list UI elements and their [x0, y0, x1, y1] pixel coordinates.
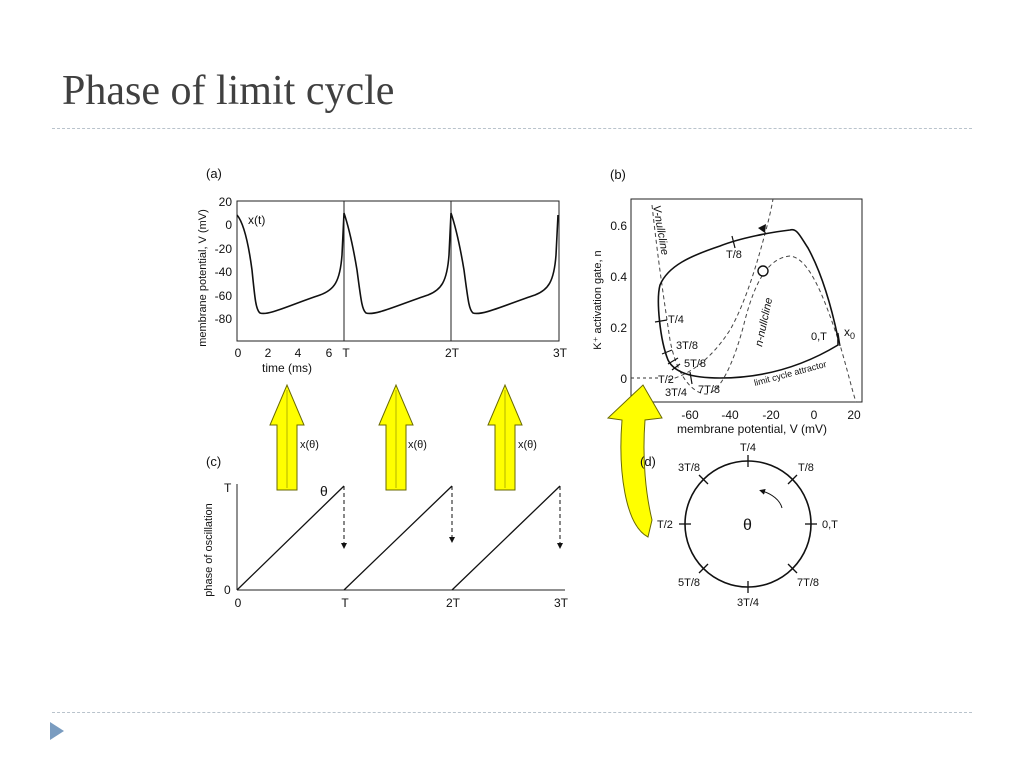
b-marker-3T4: 3T/4	[665, 387, 687, 399]
phase-ramp-1	[236, 485, 345, 591]
n-nullcline-label: n-nullcline	[753, 297, 775, 348]
slide-title: Phase of limit cycle	[62, 68, 395, 114]
yellow-up-arrow: x(θ)	[269, 383, 319, 491]
unstable-fixed-point	[757, 265, 769, 277]
n-nullcline-curve	[667, 198, 774, 381]
d-tick-T2: T/2	[657, 519, 673, 531]
voltage-trace	[236, 212, 559, 315]
a-ytick-0: 0	[225, 218, 232, 232]
d-tick-7T8: 7T/8	[797, 577, 819, 589]
bottom-divider	[52, 712, 972, 713]
c-ylabel: phase of oscillation	[203, 503, 215, 597]
c-xtick-T: T	[341, 596, 349, 610]
panel-d: (d) θ T/4 T/8 0,T 7T/8 3T/4 5T/8 T/2 3T/…	[640, 442, 838, 609]
b-xtick-m60: -60	[681, 408, 699, 422]
b-ytick-0.4: 0.4	[610, 270, 627, 284]
panel-a: (a) x(t) 20 0 -20 -40 -60 -80 0 2 4 6 T …	[197, 166, 568, 375]
c-xtick-0: 0	[235, 596, 242, 610]
d-tick-3T8: 3T/8	[678, 462, 700, 474]
b-marker-T2: T/2	[658, 374, 674, 386]
a-xtick-6: 6	[326, 346, 333, 360]
arrow-label-1: x(θ)	[300, 439, 319, 451]
b-marker-3T8: 3T/8	[676, 340, 698, 352]
panel-a-frame	[236, 200, 560, 342]
yellow-curved-arrow	[606, 384, 663, 538]
phase-direction-arrow	[759, 488, 783, 509]
d-theta: θ	[743, 517, 752, 534]
c-ytick-0: 0	[224, 583, 231, 597]
arrow-label-2: x(θ)	[408, 439, 427, 451]
d-tick-T4: T/4	[740, 442, 756, 454]
a-ytick-20: 20	[219, 195, 233, 209]
cycle-direction-arrow	[758, 224, 766, 233]
a-xtick-4: 4	[295, 346, 302, 360]
b-marker-T4: T/4	[668, 314, 684, 326]
limit-cycle-attractor	[657, 228, 839, 379]
b-xtick-m20: -20	[762, 408, 780, 422]
panel-b-frame	[630, 198, 863, 403]
b-ytick-0: 0	[620, 372, 627, 386]
b-marker-7T8: 7T/8	[698, 384, 720, 396]
v-nullcline-curve	[651, 204, 857, 403]
b-xlabel: membrane potential, V (mV)	[677, 422, 827, 436]
a-xtick-T: T	[342, 346, 350, 360]
panel-d-label: (d)	[640, 454, 656, 469]
triangle-bullet-icon	[50, 722, 64, 740]
x0-label: x0	[844, 325, 855, 341]
phase-ramp-3	[451, 485, 561, 591]
panel-c-label: (c)	[206, 454, 221, 469]
b-xtick-0: 0	[811, 408, 818, 422]
a-ylabel: membrane potential, V (mV)	[197, 209, 209, 347]
c-theta: θ	[320, 483, 328, 499]
a-xlabel: time (ms)	[262, 361, 312, 375]
c-xtick-2T: 2T	[446, 596, 461, 610]
b-xtick-m40: -40	[721, 408, 739, 422]
b-marker-0T: 0,T	[811, 331, 827, 343]
d-tick-5T8: 5T/8	[678, 577, 700, 589]
d-tick-T8: T/8	[798, 462, 814, 474]
c-xtick-3T: 3T	[554, 596, 569, 610]
a-ytick-m40: -40	[215, 265, 233, 279]
arrow-label-3: x(θ)	[518, 439, 537, 451]
yellow-up-arrow: x(θ)	[487, 383, 537, 491]
b-marker-5T8: 5T/8	[684, 358, 706, 370]
c-ytick-T: T	[224, 481, 232, 495]
panel-b-label: (b)	[610, 167, 626, 182]
top-divider	[52, 128, 972, 129]
b-xtick-20: 20	[847, 408, 861, 422]
panel-a-label: (a)	[206, 166, 222, 181]
d-tick-0T: 0,T	[822, 519, 838, 531]
b-ytick-0.6: 0.6	[610, 219, 627, 233]
phase-ramp-2	[343, 485, 453, 591]
yellow-up-arrow: x(θ)	[378, 383, 427, 491]
b-marker-T8: T/8	[726, 249, 742, 261]
b-ytick-0.2: 0.2	[610, 321, 627, 335]
a-xtick-0: 0	[235, 346, 242, 360]
panel-c: (c) θ T 0 0 T 2T 3T phase of oscillation	[203, 454, 569, 610]
d-tick-3T4: 3T/4	[737, 597, 759, 609]
a-xtick-2T: 2T	[445, 346, 460, 360]
a-ytick-m20: -20	[215, 242, 233, 256]
x-t-label: x(t)	[248, 213, 265, 227]
a-xtick-2: 2	[265, 346, 272, 360]
v-nullcline-label: V-nullcline	[650, 204, 671, 256]
phase-to-state-arrows: x(θ) x(θ) x(θ)	[269, 383, 537, 491]
a-ytick-m80: -80	[215, 312, 233, 326]
a-ytick-m60: -60	[215, 289, 233, 303]
a-xtick-3T: 3T	[553, 346, 568, 360]
b-ylabel: K⁺ activation gate, n	[592, 250, 604, 349]
